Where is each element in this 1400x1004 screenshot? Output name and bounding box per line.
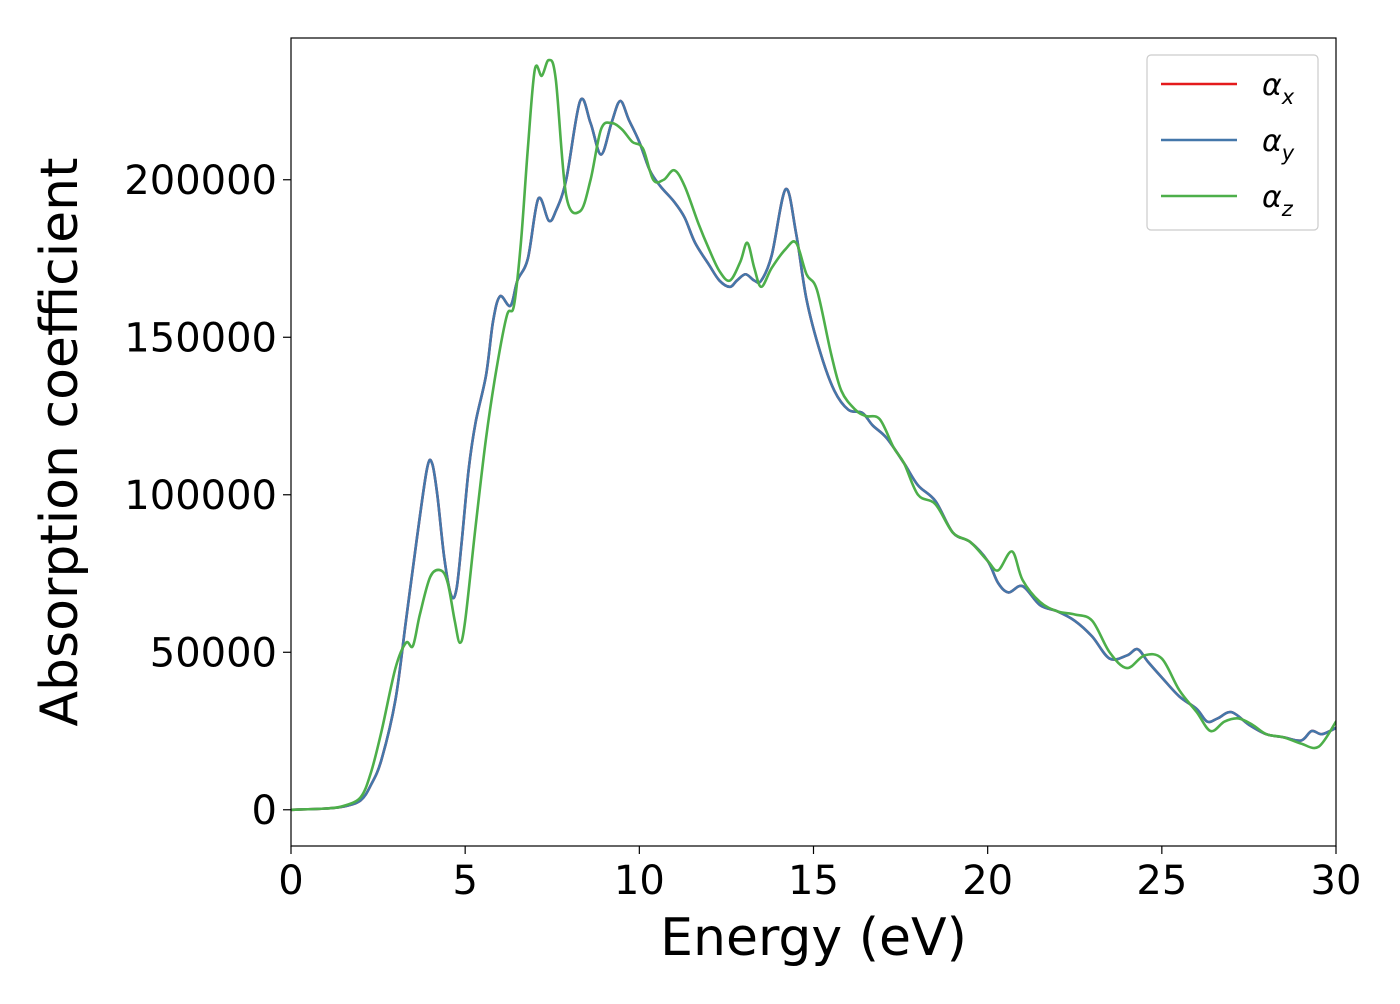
y-axis-ticks: 0 50000 100000 150000 200000 — [124, 158, 291, 834]
y-tick-label: 150000 — [124, 315, 277, 361]
y-tick-label: 100000 — [124, 473, 277, 519]
x-tick-label: 10 — [614, 858, 665, 904]
x-tick-label: 5 — [452, 858, 477, 904]
x-tick-label: 30 — [1311, 858, 1362, 904]
y-tick-label: 200000 — [124, 158, 277, 204]
y-tick-label: 0 — [252, 788, 277, 834]
x-axis-ticks: 0 5 10 15 20 25 30 — [278, 846, 1361, 904]
y-tick-label: 50000 — [150, 630, 277, 676]
series-line-z — [291, 58, 1336, 812]
legend-box — [1146, 54, 1319, 231]
x-axis-title: Energy (eV) — [660, 908, 967, 968]
x-tick-label: 25 — [1136, 858, 1187, 904]
legend-label-x: αx — [1262, 68, 1295, 109]
series-line-y — [291, 97, 1336, 812]
legend-label-y: αy — [1262, 124, 1295, 165]
x-tick-label: 20 — [962, 858, 1013, 904]
x-tick-label: 0 — [278, 858, 303, 904]
plot-series-group — [291, 58, 1336, 812]
y-axis-title: Absorption coefficient — [30, 157, 90, 726]
x-tick-label: 15 — [788, 858, 839, 904]
